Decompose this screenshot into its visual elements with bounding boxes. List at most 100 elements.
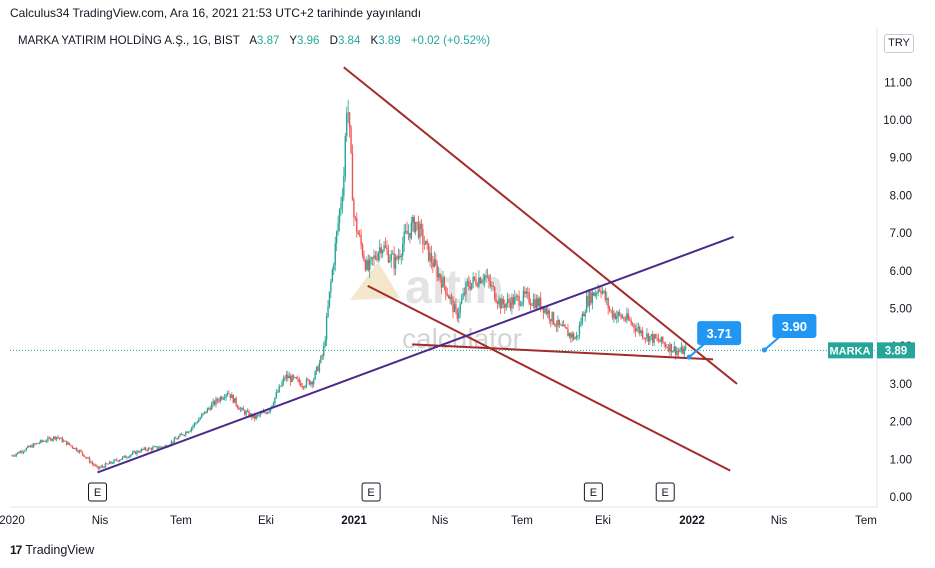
change-value: +0.02 (+0.52%): [410, 35, 491, 47]
candle-body: [621, 317, 624, 319]
x-tick-label: Nis: [771, 515, 788, 527]
candle-body: [248, 411, 250, 417]
candle-body: [228, 393, 230, 395]
candle-body: [416, 221, 418, 223]
candle-body: [475, 279, 477, 285]
candle-body: [205, 411, 207, 413]
candle-body: [479, 277, 482, 284]
candle-body: [146, 449, 148, 451]
candle-body: [254, 414, 256, 419]
candle-body: [40, 440, 42, 443]
candle-body: [623, 317, 625, 320]
candle-body: [340, 203, 342, 211]
candle-body: [50, 438, 52, 441]
candle-body: [119, 459, 121, 462]
candle-body: [140, 449, 142, 453]
candle-body: [588, 291, 591, 306]
candle-body: [285, 374, 288, 379]
callout-label: 3.71: [707, 326, 732, 341]
candle-body: [492, 285, 494, 288]
candle-body: [31, 445, 33, 448]
candle-body: [206, 408, 209, 413]
candle-body: [348, 112, 351, 127]
candle-body: [300, 382, 302, 387]
symbol-name[interactable]: MARKA YATIRIM HOLDİNG A.Ş., 1G, BIST: [18, 35, 240, 47]
earnings-marker[interactable]: E: [361, 482, 381, 502]
candle-body: [587, 295, 589, 306]
x-tick-label: Tem: [855, 515, 877, 527]
candle-body: [422, 228, 424, 245]
candle-body: [403, 231, 405, 244]
candle-body: [218, 400, 220, 402]
candle-body: [466, 281, 469, 283]
candle-body: [651, 334, 654, 343]
candle-body: [106, 463, 108, 465]
candle-body: [341, 196, 344, 204]
candle-body: [60, 437, 62, 439]
candle-body: [537, 298, 539, 307]
candle-body: [379, 247, 381, 253]
earnings-marker-label: E: [367, 487, 374, 499]
earnings-marker[interactable]: E: [583, 482, 603, 502]
candle-body: [423, 244, 425, 246]
price-badge: [877, 342, 915, 359]
y-tick-label: 11.00: [884, 77, 912, 89]
candle-body: [358, 234, 361, 236]
candle-body: [70, 444, 72, 446]
candle-body: [113, 459, 115, 464]
candle-body: [131, 452, 134, 455]
publish-info: Calculus34 TradingView.com, Ara 16, 2021…: [10, 6, 422, 20]
candle-body: [396, 256, 398, 259]
candle-body: [380, 247, 382, 254]
candle-body: [468, 281, 470, 287]
earnings-marker[interactable]: E: [655, 482, 675, 502]
candle-body: [604, 290, 606, 300]
y-tick-label: 1.00: [890, 454, 912, 466]
candle-body: [669, 343, 671, 352]
candle-body: [279, 385, 282, 387]
candle-body: [426, 240, 428, 244]
candle-body: [439, 273, 441, 280]
candle-body: [252, 414, 255, 418]
candle-body: [406, 230, 408, 235]
candle-body: [356, 218, 358, 233]
candle-body: [353, 200, 355, 217]
candle-body: [360, 234, 362, 245]
candle-body: [255, 415, 257, 419]
candle-body: [419, 223, 421, 238]
candle-body: [317, 366, 319, 372]
earnings-marker[interactable]: E: [88, 482, 107, 502]
symbol-badge-label: MARKA: [830, 345, 871, 357]
currency-button[interactable]: TRY: [884, 34, 914, 53]
candle-body: [505, 303, 507, 308]
candle-body: [564, 324, 566, 328]
candle-body: [11, 455, 13, 457]
candle-body: [685, 346, 687, 349]
candle-body: [96, 465, 98, 467]
candle-body: [570, 333, 572, 338]
candle-body: [531, 305, 533, 306]
candle-body: [496, 302, 499, 304]
candle-body: [200, 414, 203, 418]
candle-body: [55, 436, 58, 440]
candle-body: [402, 243, 404, 256]
candle-body: [357, 232, 359, 235]
candle-body: [481, 280, 483, 284]
trendline-red-0: [343, 66, 738, 385]
last-price-badge: MARKA 3.89: [828, 342, 915, 359]
candle-body: [539, 297, 542, 309]
candle-body: [514, 296, 516, 305]
candle-body: [407, 232, 410, 235]
candle-body: [147, 447, 150, 451]
candle-body: [547, 310, 549, 314]
candle-body: [654, 334, 657, 339]
candle-body: [420, 223, 423, 229]
candle-body: [42, 441, 45, 442]
candle-body: [624, 319, 627, 321]
candle-body: [427, 243, 430, 261]
candle-body: [209, 408, 211, 410]
candle-body: [203, 411, 206, 414]
candle-body: [486, 275, 489, 277]
candle-body: [268, 411, 270, 413]
